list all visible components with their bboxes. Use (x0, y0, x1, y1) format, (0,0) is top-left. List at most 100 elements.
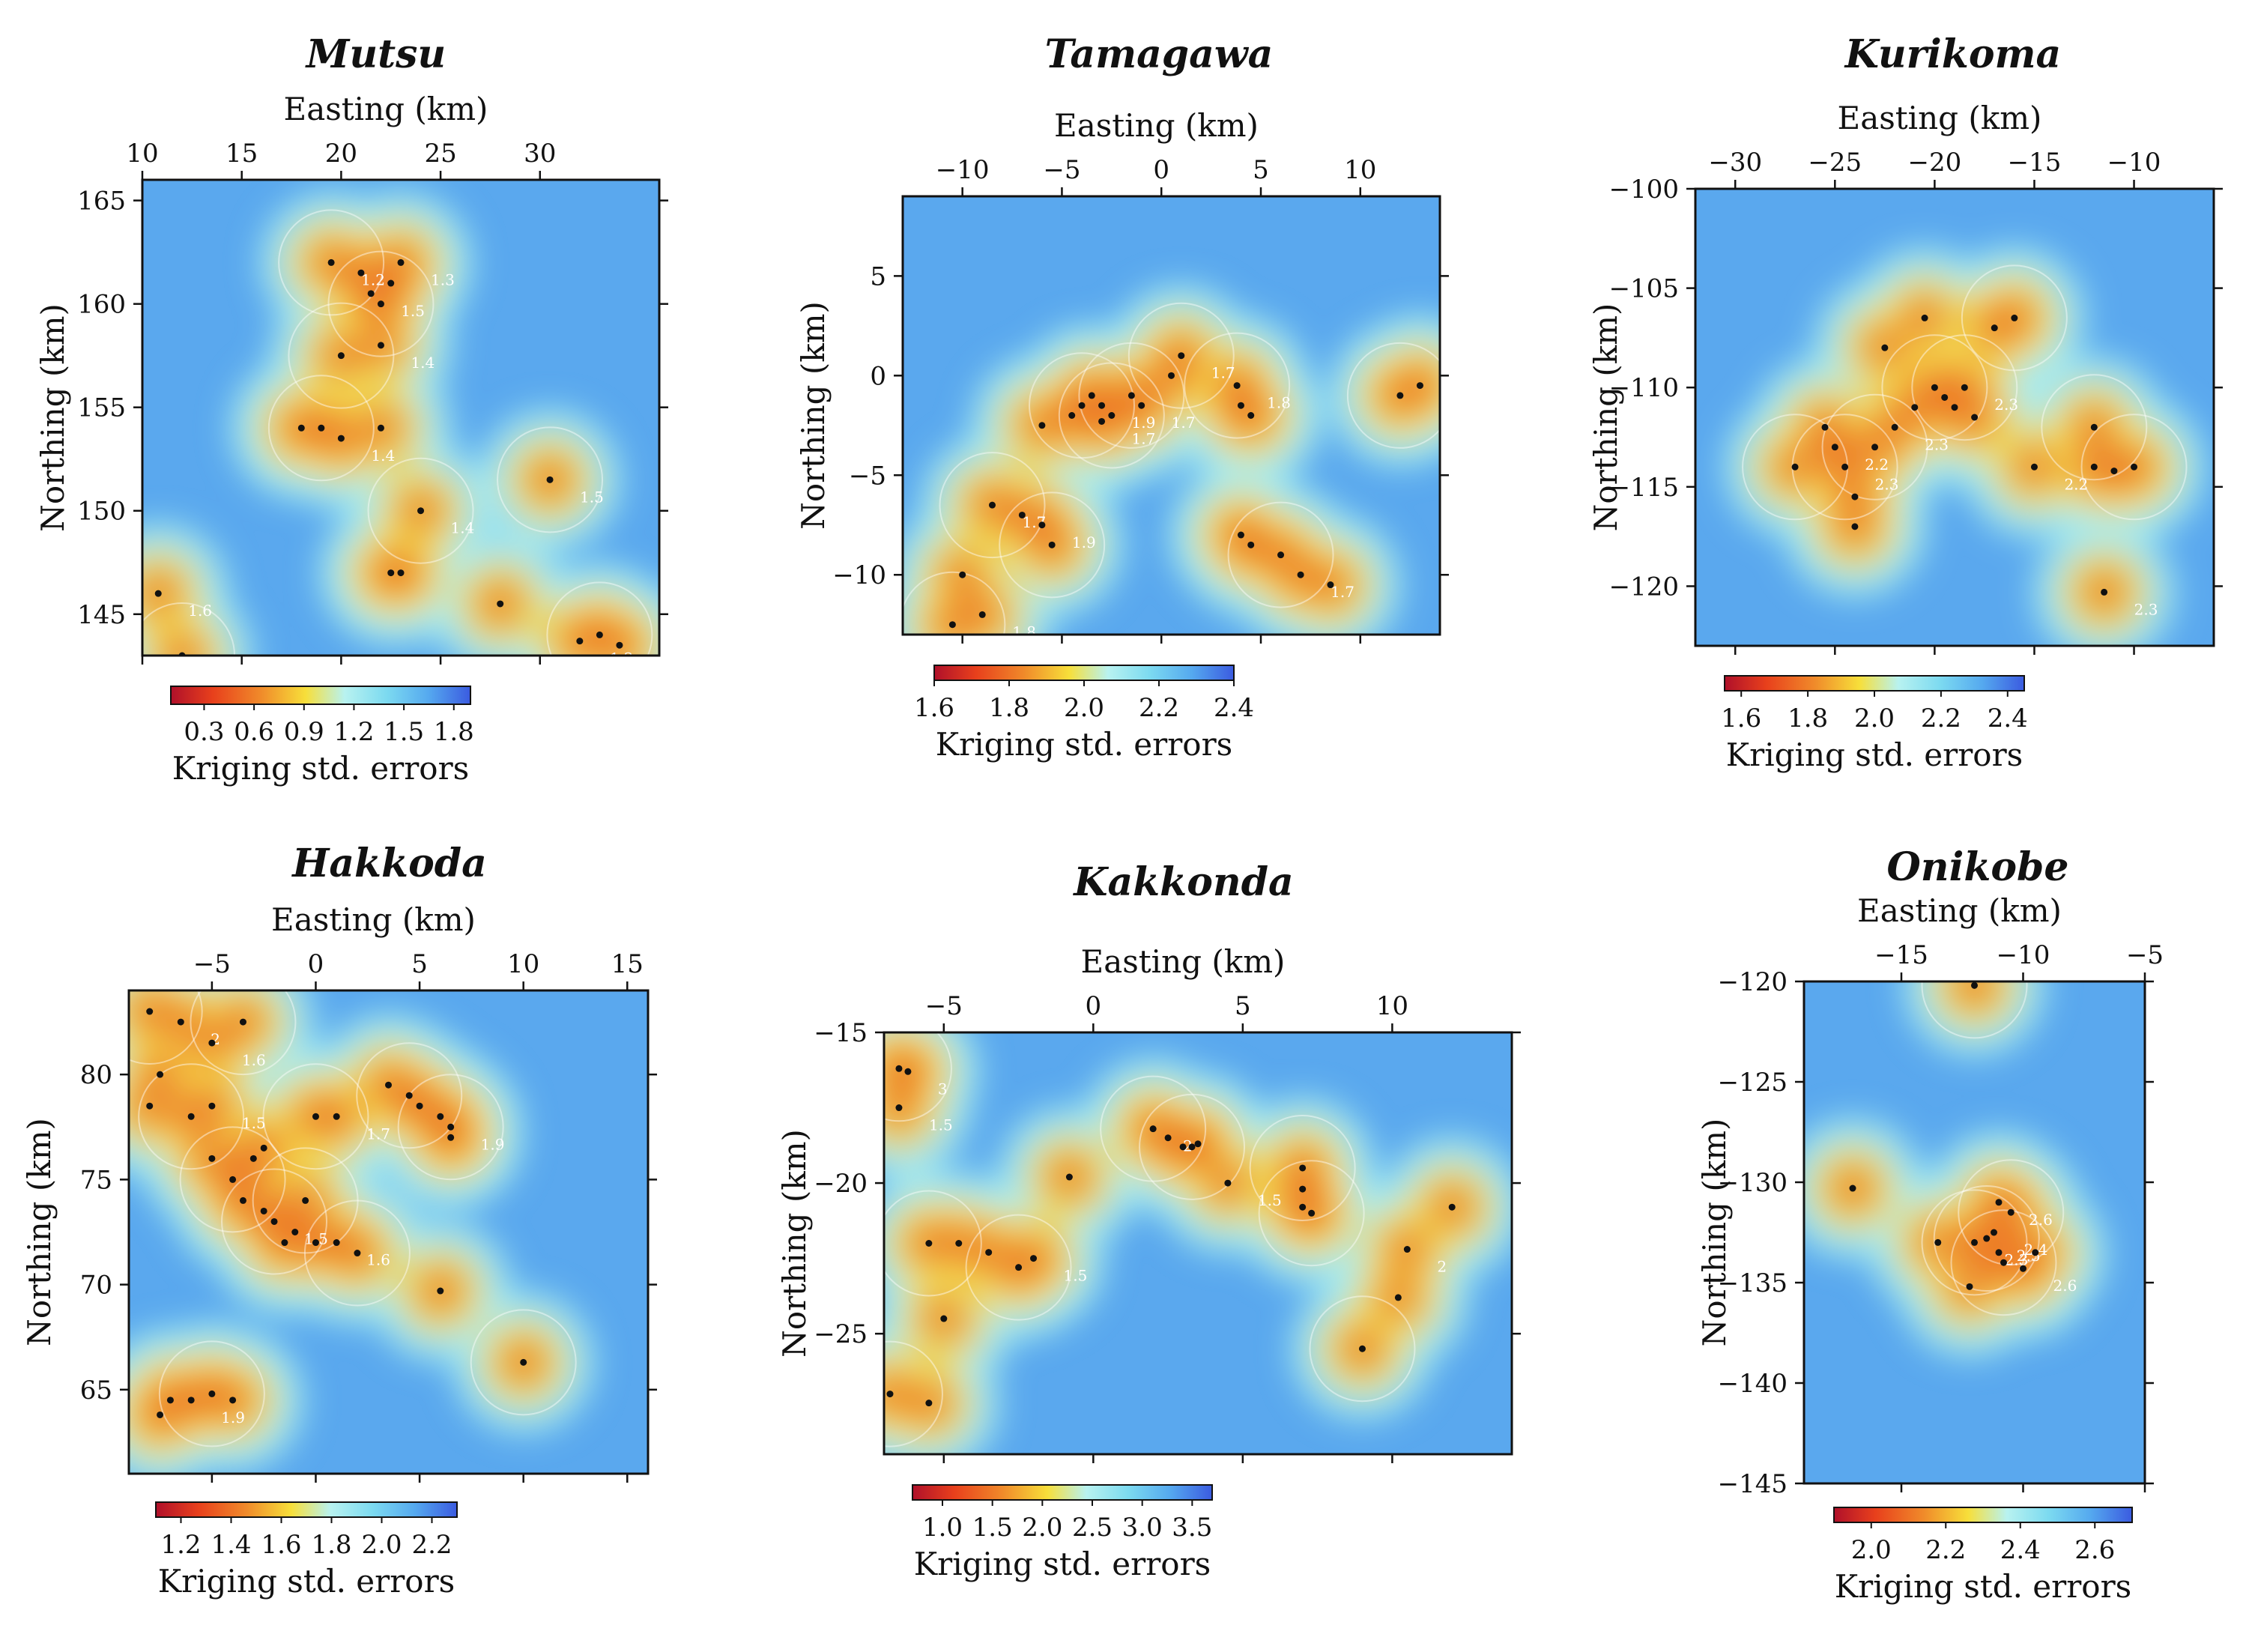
colorbar-label: Kriging std. errors (1835, 1568, 2131, 1605)
x-tick-label: −30 (1708, 148, 1762, 178)
heatmap-area: 2.62.62.52.42.3 (1804, 981, 2145, 1483)
x-tick-label: 0 (1153, 155, 1169, 185)
contour-label: 1.6 (366, 1251, 390, 1269)
contour-line (1227, 501, 1334, 608)
contour-line (1958, 1159, 2065, 1266)
station-point (1394, 1294, 1402, 1301)
contour-line (2041, 374, 2148, 481)
contour-label: 1.4 (411, 354, 435, 372)
station-point (337, 435, 345, 442)
station-point (596, 631, 603, 638)
station-point (1358, 1345, 1366, 1352)
contour-line (1249, 1114, 1356, 1221)
station-point (154, 590, 162, 597)
contour-label: 2.2 (2064, 475, 2088, 493)
station-point (302, 1196, 309, 1204)
station-point (229, 1397, 237, 1404)
x-tick-label: −10 (1997, 940, 2050, 970)
station-point (1416, 382, 1423, 390)
station-point (318, 424, 325, 432)
contour-label: 1.5 (1258, 1191, 1282, 1209)
station-point (955, 1240, 963, 1247)
contour-line (2080, 414, 2188, 521)
station-point (208, 1039, 216, 1047)
contour-line (158, 1340, 265, 1447)
station-point (1991, 324, 1998, 332)
station-point (1891, 423, 1898, 431)
contour-line (1058, 362, 1165, 469)
station-point (1018, 511, 1026, 518)
contour-line (1139, 1093, 1246, 1200)
station-point (146, 1102, 154, 1110)
contour-label: 2 (1183, 1137, 1193, 1155)
panel-hakkoda: Hakkoda Easting (km) Northing (km) 1.6 1.5 1.… (21, 841, 657, 1600)
station-point (1179, 1143, 1187, 1151)
contour-line (267, 375, 375, 482)
station-point (1991, 1229, 1997, 1236)
x-tick-label: −15 (2008, 148, 2062, 178)
station-point (2101, 588, 2108, 596)
station-point (387, 279, 395, 287)
field-halo-inner (928, 600, 977, 635)
station-point (940, 1315, 948, 1322)
contour-label: 1.3 (431, 270, 455, 288)
station-point (2000, 1259, 2007, 1266)
contour-label: 2 (1437, 1258, 1447, 1276)
station-point (2030, 463, 2038, 471)
colorbar-label: Kriging std. errors (914, 1546, 1211, 1582)
station-point (978, 611, 986, 618)
contour-label: 2.3 (1925, 435, 1949, 453)
station-point (1951, 404, 1958, 411)
contour-label: 1.7 (1132, 429, 1156, 447)
station-point (437, 1287, 444, 1295)
station-point (385, 1081, 392, 1089)
station-point (260, 1144, 267, 1152)
station-point (989, 501, 996, 509)
station-point (1038, 422, 1046, 429)
contour-line (367, 457, 474, 564)
colorbar-tick-label: 2.6 (2074, 1535, 2115, 1565)
station-point (2007, 1208, 2015, 1216)
station-point (959, 571, 966, 578)
station-point (1098, 402, 1106, 409)
colorbar-tick-label: 1.5 (384, 717, 424, 747)
contour-label: 1.6 (242, 1051, 266, 1069)
station-point (1048, 541, 1056, 548)
x-tick-label: 5 (411, 949, 428, 979)
contour-line (1921, 981, 2028, 1039)
station-point (208, 1390, 216, 1397)
station-point (146, 1008, 154, 1015)
panel-title: Onikobe (1886, 844, 2068, 890)
heatmap-area: 1.5 1.5 2 1.5 2 3 (884, 1032, 1512, 1454)
station-point (1821, 423, 1829, 431)
colorbar-tick-label: 2.2 (411, 1530, 452, 1560)
station-point (1299, 1164, 1307, 1172)
colorbar-tick-label: 1.6 (1721, 704, 1761, 733)
contour-label: 2.3 (1875, 475, 1899, 493)
y-tick-label: 5 (870, 261, 886, 291)
colorbar-tick-label: 0.9 (284, 717, 324, 747)
x-axis-label: Easting (km) (1054, 107, 1259, 144)
contour-line (327, 250, 435, 357)
station-point (377, 342, 384, 349)
panel-title: Mutsu (305, 31, 446, 77)
contour-line (356, 1042, 463, 1149)
x-tick-label: 5 (1235, 991, 1251, 1021)
station-point (1233, 382, 1241, 390)
station-point (1841, 463, 1849, 471)
y-tick-label: −130 (1718, 1168, 1788, 1198)
station-point (177, 1018, 184, 1026)
colorbar-label: Kriging std. errors (1726, 736, 2023, 773)
field-halo-inner (1950, 981, 1999, 1010)
contour-label: 1.7 (1331, 583, 1354, 601)
contour-line (884, 1340, 943, 1447)
y-tick-label: −120 (1609, 572, 1679, 602)
station-point (333, 1113, 340, 1120)
station-point (1831, 444, 1838, 451)
station-point (546, 476, 554, 483)
contour-line (1184, 332, 1291, 439)
contour-label: 1.8 (1267, 394, 1291, 412)
colorbar: 1.6 1.8 2.0 2.2 2.4 Kriging std. errors (1721, 675, 2028, 773)
